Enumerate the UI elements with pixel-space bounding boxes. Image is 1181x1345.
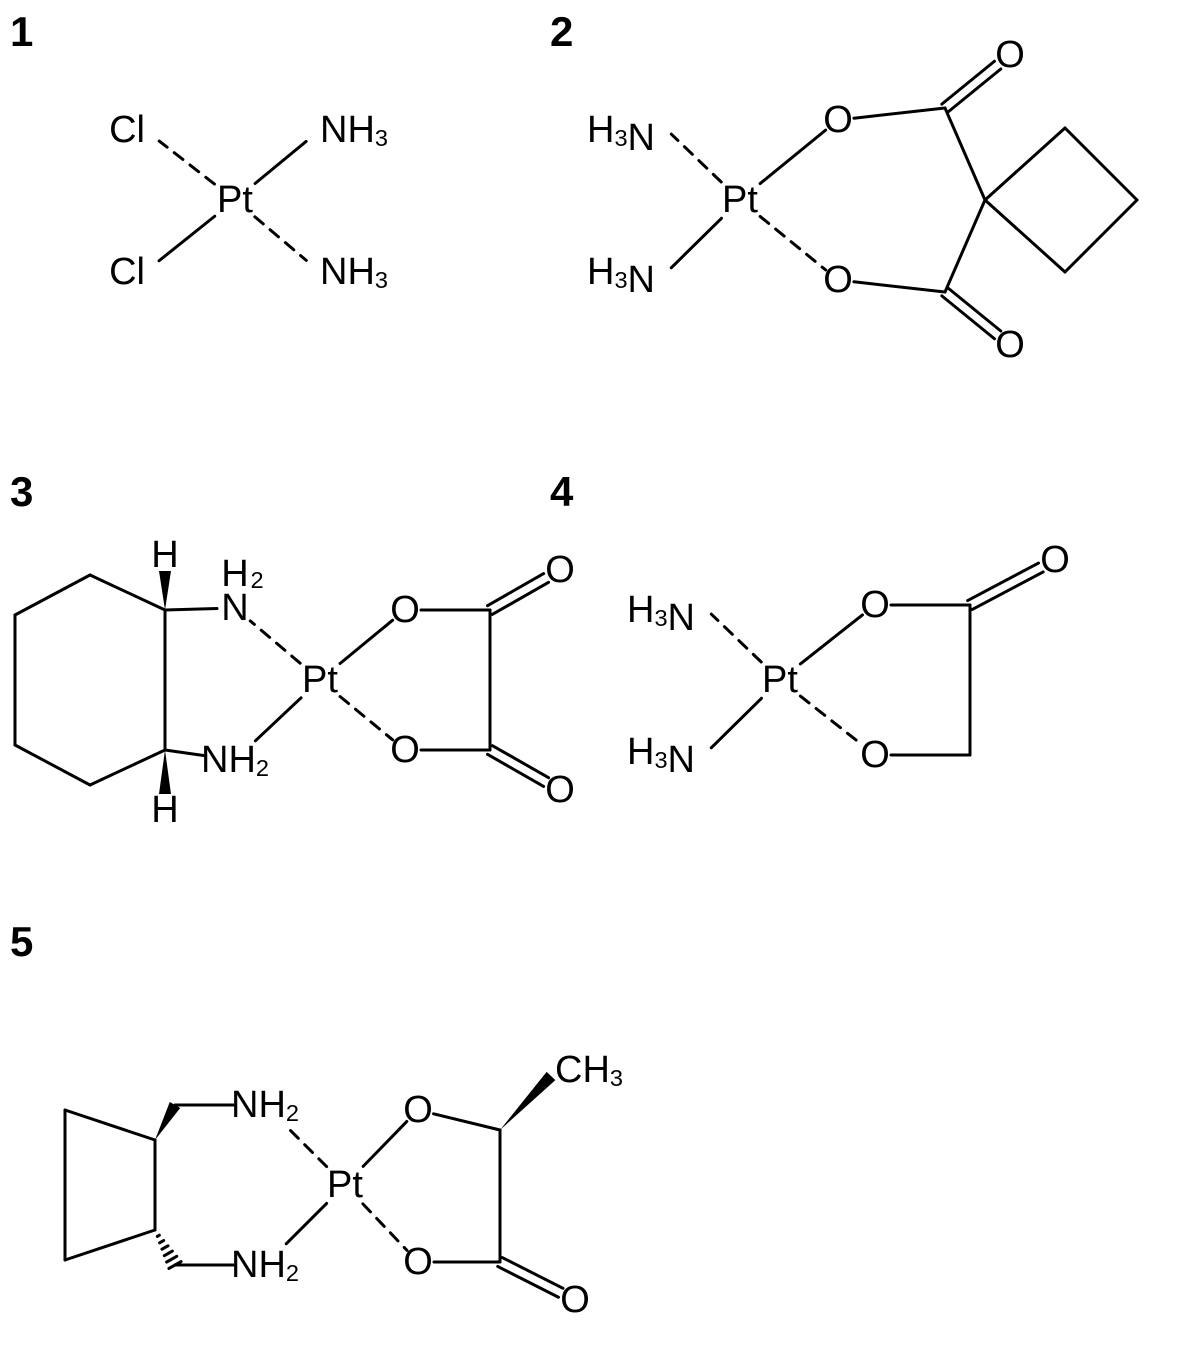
figure-svg: PtClClNH3NH3PtH3NH3NOOOOPtH2NNH2OOHHOOPt…	[0, 0, 1181, 1345]
atom-N1: N	[221, 587, 248, 629]
atom-Pt: Pt	[302, 659, 338, 701]
atom-Cl2: Cl	[109, 251, 145, 293]
atom-N2: NH2	[231, 1244, 299, 1286]
atom-N2: NH3	[320, 251, 388, 293]
atom-CH3: CH3	[555, 1049, 623, 1091]
atom-O-top: O	[995, 34, 1025, 76]
atom-N1: H3N	[587, 109, 655, 159]
atom-label: H	[151, 789, 178, 831]
atom-label: O	[545, 769, 575, 811]
atom-O1: O	[403, 1089, 433, 1131]
atom-O1: O	[823, 99, 853, 141]
atom-N1: H3N	[627, 589, 695, 639]
atom-Pt: Pt	[762, 659, 798, 701]
atom-label: O	[1040, 539, 1070, 581]
panel-number-3: 3	[10, 468, 33, 516]
atom-O1: O	[860, 584, 890, 626]
atom-N1: NH3	[320, 109, 388, 151]
atom-Pt: Pt	[327, 1164, 363, 1206]
atom-N1: NH2	[231, 1084, 299, 1126]
panel-number-5: 5	[10, 918, 33, 966]
atom-label: 2	[250, 567, 263, 593]
atom-N2: NH2	[201, 739, 269, 781]
panel-number-4: 4	[550, 468, 573, 516]
atom-O2: O	[403, 1241, 433, 1283]
atom-label: H	[151, 534, 178, 576]
atom-Pt: Pt	[217, 179, 253, 221]
panel-number-1: 1	[10, 8, 33, 56]
atom-N2: H3N	[627, 731, 695, 781]
atom-label: O	[560, 1279, 590, 1321]
atom-O-bot: O	[995, 324, 1025, 366]
atom-O2: O	[860, 734, 890, 776]
panel-number-2: 2	[550, 8, 573, 56]
atom-label: O	[545, 549, 575, 591]
atom-O1: O	[390, 589, 420, 631]
atom-O2: O	[823, 259, 853, 301]
atom-N2: H3N	[587, 251, 655, 301]
atom-O2: O	[390, 729, 420, 771]
atom-Cl1: Cl	[109, 109, 145, 151]
atom-Pt: Pt	[722, 179, 758, 221]
